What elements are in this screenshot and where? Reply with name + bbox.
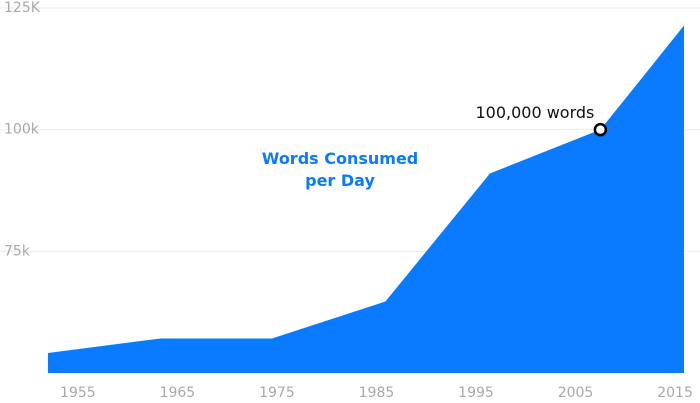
annotation-marker bbox=[593, 122, 608, 137]
x-tick-label: 1975 bbox=[259, 385, 295, 401]
x-tick-label: 1965 bbox=[160, 385, 196, 401]
y-tick-label: 75k bbox=[4, 243, 31, 259]
x-tick-label: 1995 bbox=[458, 385, 494, 401]
annotation-text: 100,000 words bbox=[475, 103, 594, 122]
y-tick-label: 100k bbox=[4, 122, 40, 138]
series-label: Words Consumed per Day bbox=[261, 149, 419, 190]
area bbox=[48, 25, 685, 374]
x-tick-label: 2015 bbox=[657, 385, 693, 401]
x-tick-label: 2005 bbox=[558, 385, 594, 401]
x-tick-label: 1985 bbox=[359, 385, 395, 401]
y-tick-label: 125K bbox=[4, 0, 41, 16]
x-tick-label: 1955 bbox=[60, 385, 96, 401]
